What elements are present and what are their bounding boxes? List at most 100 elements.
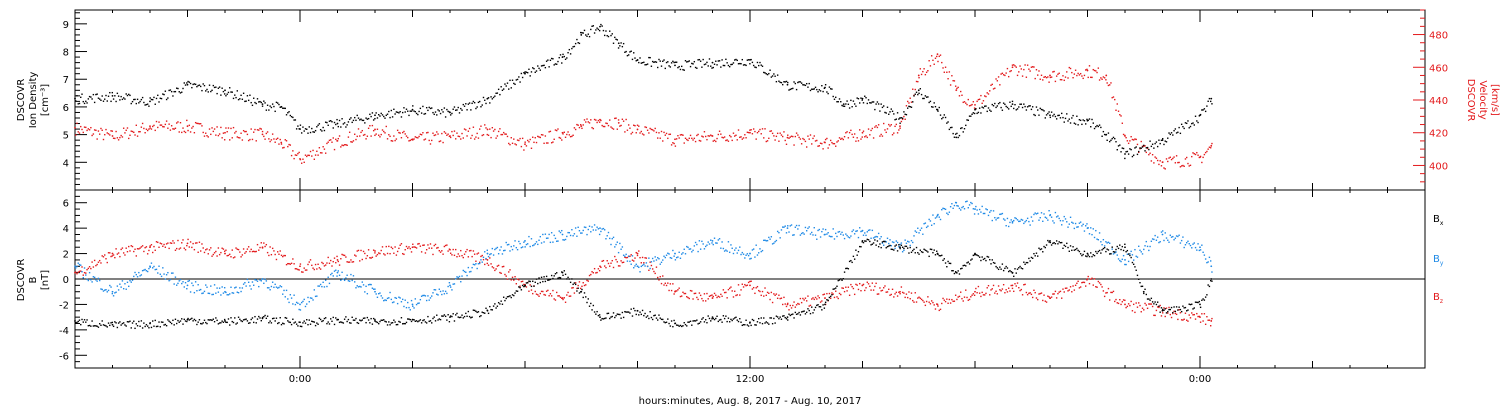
bz-point <box>122 252 125 254</box>
density-point <box>739 62 741 65</box>
bx-point <box>715 317 717 320</box>
bx-point-anchor <box>224 320 226 322</box>
bx-point <box>1034 255 1036 257</box>
by-point <box>117 289 120 291</box>
bz-point <box>746 284 749 286</box>
bz-point <box>97 261 100 263</box>
density-point <box>85 100 87 103</box>
by-point <box>222 292 225 294</box>
bz-point <box>636 254 639 257</box>
bz-point <box>990 289 992 291</box>
velocity-point <box>597 119 600 122</box>
bx-point <box>1154 301 1156 303</box>
density-point <box>1044 117 1046 119</box>
by-point <box>381 297 384 299</box>
bz-point <box>381 246 384 248</box>
by-point <box>971 202 973 205</box>
bz-point <box>226 254 228 257</box>
bz-point <box>783 296 785 299</box>
velocity-point <box>359 135 361 137</box>
bx-point <box>811 306 813 308</box>
velocity-point <box>1159 160 1161 162</box>
by-point <box>535 241 538 243</box>
by-point <box>619 242 621 245</box>
density-point <box>975 108 977 110</box>
velocity-point <box>703 131 706 133</box>
velocity-point <box>1179 166 1182 168</box>
velocity-point <box>595 119 597 121</box>
density-point <box>965 124 967 127</box>
velocity-point <box>144 132 146 134</box>
bx-point <box>688 321 690 323</box>
by-point-anchor <box>1011 220 1014 223</box>
velocity-point <box>1040 74 1043 77</box>
velocity-point <box>1189 164 1192 167</box>
density-point <box>765 73 767 75</box>
velocity-point <box>274 141 276 143</box>
bz-point <box>86 269 88 271</box>
bx-point <box>144 325 146 328</box>
by-point <box>648 257 650 259</box>
bx-point <box>821 309 823 311</box>
bx-point <box>436 314 438 316</box>
by-point <box>1146 245 1149 248</box>
density-point <box>148 105 150 107</box>
bz-point <box>102 256 105 258</box>
bx-point <box>856 254 858 256</box>
velocity-point <box>605 122 607 124</box>
by-point <box>429 297 432 299</box>
by-point <box>1160 231 1163 233</box>
bx-point <box>432 317 434 320</box>
bx-point <box>995 265 997 268</box>
bz-point <box>412 243 414 245</box>
bx-point <box>960 268 962 270</box>
bx-point <box>790 313 793 316</box>
bx-point <box>612 312 615 314</box>
bz-point <box>965 289 967 291</box>
density-point <box>842 105 844 107</box>
density-point <box>1028 105 1030 107</box>
density-point <box>191 86 193 89</box>
by-point <box>717 239 720 241</box>
bz-point <box>1209 325 1212 327</box>
bz-point <box>1073 289 1076 291</box>
bz-point <box>569 295 572 297</box>
velocity-point <box>908 102 910 104</box>
by-point <box>828 235 831 237</box>
bz-point <box>258 249 260 251</box>
bz-point <box>816 298 818 300</box>
velocity-point <box>1122 133 1125 136</box>
density-point <box>138 102 140 104</box>
bx-point <box>667 318 669 320</box>
velocity-point <box>792 135 794 138</box>
density-point <box>764 72 766 74</box>
bz-point <box>404 249 406 251</box>
bx-point <box>245 318 247 320</box>
bz-point <box>774 294 776 297</box>
bz-point <box>1134 311 1136 314</box>
density-point <box>386 113 389 115</box>
bz-point <box>1125 306 1127 309</box>
bz-point <box>1135 302 1137 304</box>
velocity-point <box>235 130 237 133</box>
density-point <box>119 99 121 101</box>
bx-point <box>192 320 194 322</box>
density-point <box>131 100 134 103</box>
bz-point <box>910 292 913 294</box>
velocity-point <box>657 137 659 139</box>
by-point <box>593 224 596 226</box>
bx-point <box>375 321 377 323</box>
density-point <box>1192 122 1194 124</box>
bx-point <box>482 312 485 314</box>
by-point <box>775 239 778 242</box>
velocity-point <box>550 142 553 144</box>
bx-point <box>1209 279 1212 282</box>
bz-point <box>1169 313 1171 316</box>
by-point <box>85 274 87 276</box>
velocity-point <box>681 133 683 136</box>
bz-point <box>1079 286 1082 288</box>
by-point <box>154 268 156 271</box>
by-point <box>649 267 651 270</box>
by-point <box>1030 216 1033 218</box>
bz-point <box>1024 283 1026 286</box>
